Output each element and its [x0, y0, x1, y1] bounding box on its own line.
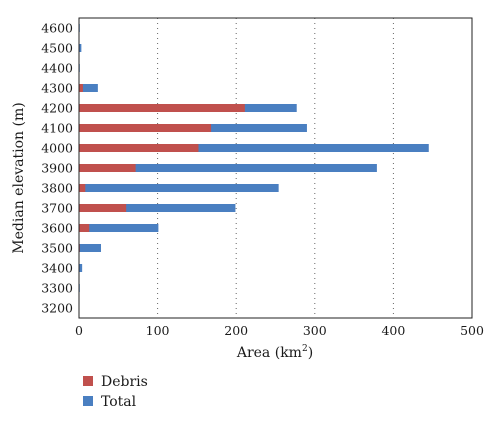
y-tick-label: 4300	[41, 81, 73, 96]
y-tick-label: 3300	[41, 281, 73, 296]
y-tick-label: 4400	[41, 61, 73, 76]
bar-debris-4000	[79, 144, 199, 152]
bars	[79, 24, 429, 292]
bar-total-4000	[79, 144, 429, 152]
y-tick-label: 4600	[41, 21, 73, 36]
bar-debris-3700	[79, 204, 127, 212]
y-tick-label: 3900	[41, 161, 73, 176]
x-tick-label: 400	[381, 323, 405, 338]
y-tick-label: 3500	[41, 241, 73, 256]
y-tick-label: 4100	[41, 121, 73, 136]
bar-debris-3800	[79, 184, 86, 192]
bar-total-3900	[79, 164, 377, 172]
x-axis-title: Area (km2)	[236, 344, 313, 361]
bar-total-4500	[79, 44, 82, 52]
legend-swatch-total	[83, 396, 93, 406]
y-tick-label: 3800	[41, 181, 73, 196]
bar-total-3500	[79, 244, 102, 252]
bar-debris-3900	[79, 164, 136, 172]
bar-total-3700	[79, 204, 236, 212]
bar-total-3400	[79, 264, 83, 272]
y-tick-labels: 3200 3300 3400 3500 3600 3700 3800 3900 4000 4100…	[41, 21, 73, 316]
x-tick-label: 200	[224, 323, 248, 338]
y-tick-label: 3600	[41, 221, 73, 236]
y-tick-label: 3400	[41, 261, 73, 276]
y-tick-label: 3200	[41, 301, 73, 316]
legend: Debris Total	[83, 374, 148, 410]
x-tick-labels: 0 100 200 300 400 500	[75, 323, 484, 338]
bar-total-3600	[79, 224, 159, 232]
y-tick-label: 4500	[41, 41, 73, 56]
x-tick-label: 300	[303, 323, 327, 338]
y-tick-label: 4000	[41, 141, 73, 156]
x-tick-label: 500	[460, 323, 484, 338]
bar-debris-4100	[79, 124, 212, 132]
bar-debris-4200	[79, 104, 245, 112]
x-tick-label: 100	[146, 323, 170, 338]
x-tick-label: 0	[75, 323, 83, 338]
legend-label-debris: Debris	[101, 374, 148, 390]
bar-total-3800	[79, 184, 279, 192]
x-axis-title-text: Area (km	[236, 345, 302, 361]
bar-total-4300	[79, 84, 98, 92]
plot-frame	[78, 17, 473, 319]
bar-debris-4300	[79, 84, 83, 92]
y-tick-label: 4200	[41, 101, 73, 116]
y-tick-label: 3700	[41, 201, 73, 216]
y-axis-title: Median elevation (m)	[11, 102, 27, 253]
x-axis-title-suffix: )	[308, 345, 313, 361]
legend-swatch-debris	[83, 376, 93, 386]
legend-label-total: Total	[101, 394, 137, 410]
bar-debris-3600	[79, 224, 90, 232]
x-axis-title-superscript: 2	[302, 344, 308, 354]
